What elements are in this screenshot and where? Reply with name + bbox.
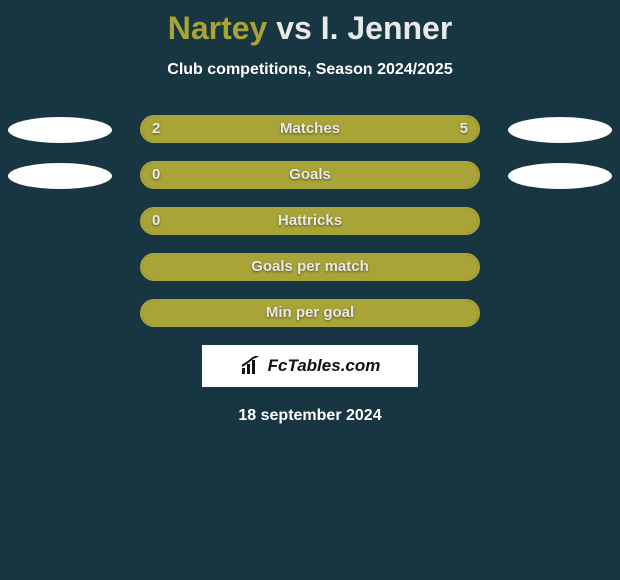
page-title: Nartey vs I. Jenner: [0, 0, 620, 47]
stat-row: Matches2 5: [0, 115, 620, 145]
stats-container: Matches25Goals0Hattricks0Goals per match…: [0, 115, 620, 329]
stat-row: Hattricks0: [0, 207, 620, 237]
brand-text: FcTables.com: [268, 356, 381, 376]
stat-label: Min per goal: [142, 301, 478, 325]
comparison-card: Nartey vs I. Jenner Club competitions, S…: [0, 0, 620, 580]
stat-label: Hattricks: [142, 209, 478, 233]
subtitle: Club competitions, Season 2024/2025: [0, 61, 620, 79]
player2-name: I. Jenner: [321, 10, 453, 46]
brand-badge[interactable]: FcTables.com: [202, 345, 418, 387]
stat-label: Matches: [142, 117, 478, 141]
player1-badge: [8, 163, 112, 189]
chart-icon: [240, 356, 264, 376]
stat-value-left: 0: [142, 209, 170, 233]
stat-bar: Min per goal: [140, 299, 480, 327]
stat-row: Goals0: [0, 161, 620, 191]
stat-value-right: 5: [450, 117, 478, 141]
stat-bar: Matches2 5: [140, 115, 480, 143]
stat-row: Min per goal: [0, 299, 620, 329]
stat-value-left: 2: [142, 117, 170, 141]
stat-label: Goals per match: [142, 255, 478, 279]
stat-bar: Goals0: [140, 161, 480, 189]
stat-label: Goals: [142, 163, 478, 187]
stat-bar: Hattricks0: [140, 207, 480, 235]
vs-separator: vs: [276, 10, 312, 46]
date-text: 18 september 2024: [0, 407, 620, 425]
player2-badge: [508, 117, 612, 143]
stat-bar: Goals per match: [140, 253, 480, 281]
stat-value-left: 0: [142, 163, 170, 187]
player2-badge: [508, 163, 612, 189]
player1-badge: [8, 117, 112, 143]
player1-name: Nartey: [168, 10, 268, 46]
stat-row: Goals per match: [0, 253, 620, 283]
